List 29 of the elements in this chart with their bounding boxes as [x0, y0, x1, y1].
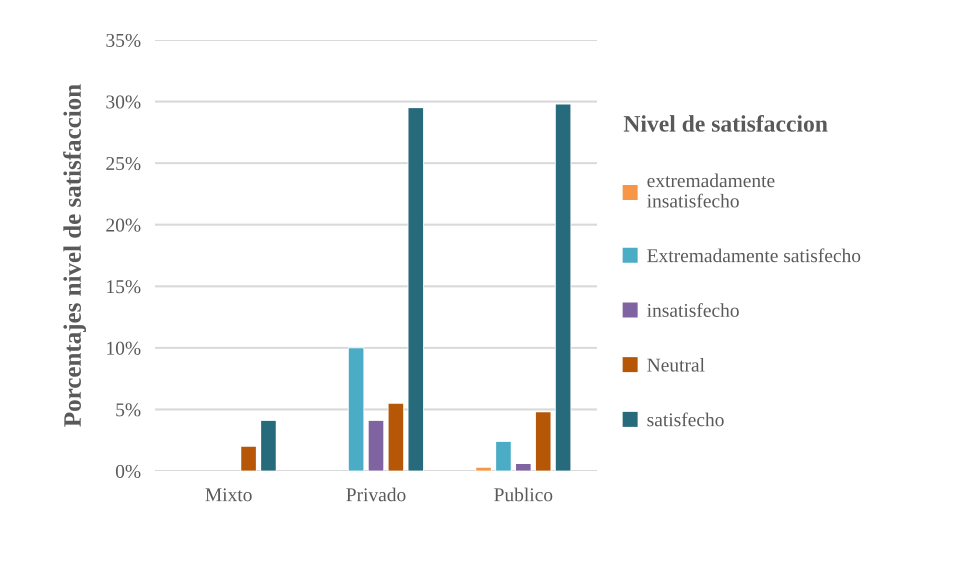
- x-tick-label: Mixto: [205, 488, 252, 502]
- legend-label: Extremadamente satisfecho: [647, 248, 860, 262]
- bar: [535, 411, 552, 471]
- bar: [260, 420, 277, 471]
- bar: [554, 104, 572, 471]
- y-tick-label: 5%: [116, 403, 140, 416]
- bar: [495, 441, 512, 471]
- legend-label: satisfecho: [647, 412, 724, 426]
- legend-label: Neutral: [647, 358, 705, 372]
- bar: [240, 446, 257, 471]
- y-tick-label: 25%: [106, 156, 140, 170]
- y-tick-label: 10%: [107, 342, 140, 355]
- bar: [368, 420, 384, 471]
- bar: [348, 347, 364, 471]
- legend-label: insatisfecho: [647, 303, 739, 317]
- y-tick-label: 0%: [116, 464, 140, 478]
- y-tick-label: 35%: [106, 34, 140, 47]
- legend-title: Nivel de satisfaccion: [624, 114, 828, 132]
- bar: [515, 463, 532, 471]
- y-axis-title: Porcentajes nivel de satisfaccion: [63, 84, 86, 427]
- x-tick-label: Privado: [346, 488, 406, 502]
- bar: [388, 402, 404, 471]
- legend-label: extremadamente insatisfecho: [647, 174, 774, 208]
- y-tick-label: 30%: [106, 95, 140, 109]
- x-tick-label: Publico: [494, 488, 552, 502]
- bar: [408, 107, 424, 471]
- y-tick-label: 20%: [106, 218, 140, 232]
- bar: [475, 466, 492, 471]
- y-tick-label: 15%: [107, 280, 140, 294]
